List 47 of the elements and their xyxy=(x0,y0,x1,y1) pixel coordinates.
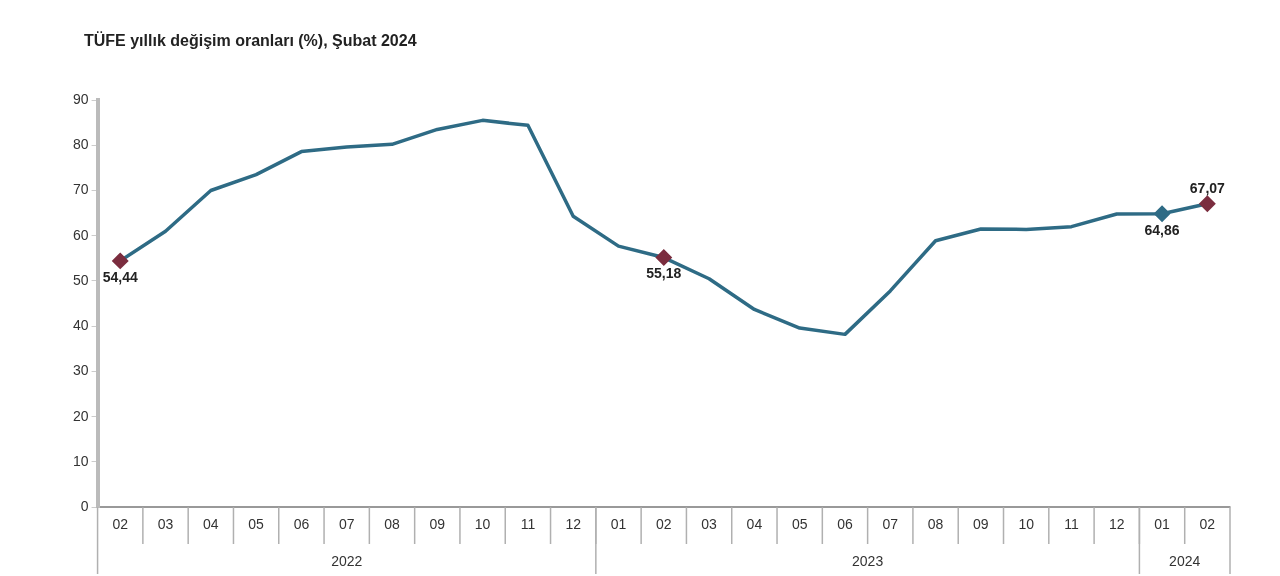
x-tick-label: 01 xyxy=(610,516,627,533)
x-tick-label: 07 xyxy=(882,516,899,533)
y-tick-label: 60 xyxy=(72,226,89,243)
x-tick-label: 11 xyxy=(1064,516,1079,533)
point xyxy=(1154,206,1170,222)
x-tick-label: 08 xyxy=(927,516,944,533)
x-tick-label: 04 xyxy=(203,516,219,533)
chart-title: TÜFE yıllık değişim oranları (%), Şubat 2024 xyxy=(84,32,417,50)
point xyxy=(112,253,128,269)
y-tick-label: 80 xyxy=(72,136,89,153)
y-tick-label: 20 xyxy=(72,407,89,424)
y-tick-label: 0 xyxy=(80,498,89,515)
text: 2022 xyxy=(331,552,363,569)
data-label: 64,86 xyxy=(1144,221,1180,238)
x-tick-label: 08 xyxy=(384,516,400,533)
x-tick-label: 01 xyxy=(1154,516,1171,533)
x-tick-label: 09 xyxy=(973,516,989,533)
x-tick-label: 03 xyxy=(157,516,174,533)
text: 2023 xyxy=(852,552,884,569)
y-tick-label: 30 xyxy=(72,362,89,379)
data-label: 67,07 xyxy=(1189,179,1226,196)
point xyxy=(656,249,672,266)
y-tick-label: 10 xyxy=(72,452,89,469)
y-tick-label: 50 xyxy=(72,271,89,288)
point xyxy=(1199,196,1216,212)
x-tick-label: 10 xyxy=(1018,516,1035,533)
x-tick-label: 06 xyxy=(837,516,853,533)
x-tick-label: 02 xyxy=(1199,516,1216,533)
x-tick-label: 11 xyxy=(520,516,536,533)
x-tick-label: 04 xyxy=(746,516,763,533)
x-tick-label: 12 xyxy=(565,516,582,533)
y-tick-label: 90 xyxy=(72,90,89,107)
x-tick-label: 02 xyxy=(656,516,672,533)
x-tick-label: 10 xyxy=(474,516,491,533)
x-tick-label: 06 xyxy=(293,516,310,533)
x-tick-label: 03 xyxy=(701,516,718,533)
data-label: 55,18 xyxy=(646,265,682,282)
x-tick-label: 07 xyxy=(338,516,355,533)
data-label: 54,44 xyxy=(102,268,138,285)
x-tick-label: 05 xyxy=(248,516,265,533)
x-tick-label: 09 xyxy=(429,516,446,533)
x-tick-label: 12 xyxy=(1108,516,1125,533)
x-tick-label: 05 xyxy=(791,516,808,533)
y-tick-label: 70 xyxy=(72,181,89,198)
x-tick-label: 02 xyxy=(112,516,129,533)
y-tick-label: 40 xyxy=(72,317,89,334)
text: 2024 xyxy=(1169,552,1201,569)
